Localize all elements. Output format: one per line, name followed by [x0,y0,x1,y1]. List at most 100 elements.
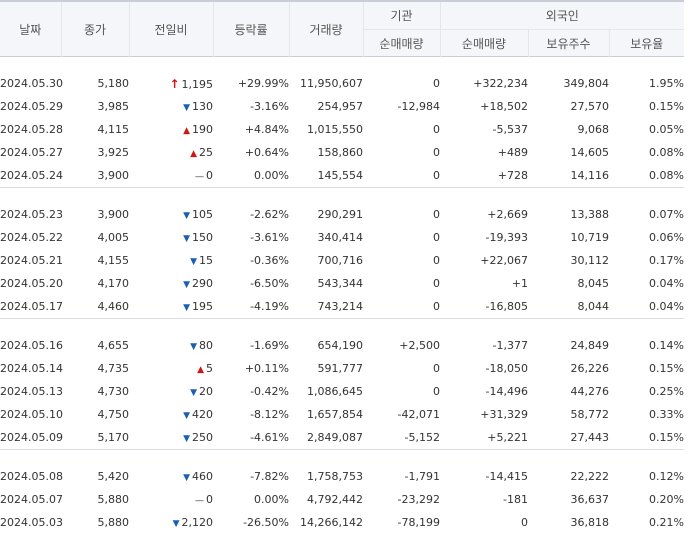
foreign-ratio-cell: 0.08% [649,169,684,182]
table-row: 2024.05.16 4,655 ▼ 80 -1.69% 654,190 +2,500 -1,… [0,334,684,357]
col-header-volume[interactable]: 거래량 [289,1,364,57]
inst-net-cell: -1,791 [404,470,440,483]
dash-icon: — [195,496,204,506]
triangle-down-icon: ▼ [183,103,190,113]
date-cell: 2024.05.03 [0,516,63,529]
foreign-net-cell: -16,805 [485,300,528,313]
foreign-ratio-cell: 0.20% [649,493,684,506]
date-cell: 2024.05.16 [0,339,63,352]
col-group-institution: 기관 [363,1,441,30]
table-row: 2024.05.29 3,985 ▼ 130 -3.16% 254,957 -12,984 +… [0,95,684,118]
table-row: 2024.05.09 5,170 ▼ 250 -4.61% 2,849,087 -5,152… [0,426,684,450]
foreign-holding-cell: 26,226 [570,362,610,375]
close-cell: 4,460 [97,300,130,313]
change-value: 105 [192,208,213,221]
table-row: 2024.05.23 3,900 ▼ 105 -2.62% 290,291 0 +2,669 1… [0,203,684,226]
volume-cell: 1,015,550 [307,123,363,136]
table-row: 2024.05.10 4,750 ▼ 420 -8.12% 1,657,854 -42,07… [0,403,684,426]
change-value: 290 [192,277,213,290]
table-row: 2024.05.14 4,735 ▲ 5 +0.11% 591,777 0 -18,050 26… [0,357,684,380]
foreign-net-cell: -14,415 [485,470,528,483]
inst-net-cell: 0 [433,123,440,136]
rate-cell: -6.50% [250,277,289,290]
foreign-ratio-cell: 0.04% [649,300,684,313]
volume-cell: 290,291 [317,208,364,221]
date-cell: 2024.05.10 [0,408,63,421]
volume-cell: 11,950,607 [300,77,363,90]
arrow-up-limit-icon: ↑ [169,76,180,91]
change-value: 2,120 [181,516,214,529]
col-header-change[interactable]: 전일비 [129,1,214,57]
table-row: 2024.05.08 5,420 ▼ 460 -7.82% 1,758,753 -1,791… [0,465,684,488]
rate-cell: -8.12% [250,408,289,421]
col-header-close[interactable]: 종가 [61,1,130,57]
change-value: 250 [192,431,213,444]
foreign-holding-cell: 30,112 [570,254,610,267]
col-header-inst-net[interactable]: 순매매량 [363,29,441,57]
col-header-foreign-net[interactable]: 순매매량 [440,29,529,57]
rate-cell: +0.11% [244,362,289,375]
triangle-down-icon: ▼ [190,388,197,398]
foreign-ratio-cell: 0.15% [649,362,684,375]
change-cell: ▼ 420 [129,403,213,426]
change-cell: ▲ 190 [129,118,213,141]
rate-cell: -3.16% [250,100,289,113]
rate-cell: -0.36% [250,254,289,267]
table-row: 2024.05.20 4,170 ▼ 290 -6.50% 543,344 0 +1 8,045… [0,272,684,295]
foreign-ratio-cell: 0.15% [649,431,684,444]
triangle-down-icon: ▼ [183,234,190,244]
change-cell: ▲ 5 [129,357,213,380]
foreign-ratio-cell: 0.21% [649,516,684,529]
foreign-holding-cell: 36,818 [570,516,610,529]
inst-net-cell: 0 [433,277,440,290]
foreign-net-cell: +489 [497,146,528,159]
col-header-foreign-holding[interactable]: 보유주수 [528,29,610,57]
close-cell: 4,005 [97,231,130,244]
date-cell: 2024.05.14 [0,362,63,375]
table-row: 2024.05.13 4,730 ▼ 20 -0.42% 1,086,645 0 -14,49… [0,380,684,403]
foreign-holding-cell: 24,849 [570,339,610,352]
foreign-net-cell: -5,537 [492,123,528,136]
col-header-foreign-ratio[interactable]: 보유율 [609,29,684,57]
rate-cell: 0.00% [254,493,289,506]
inst-net-cell: 0 [433,146,440,159]
inst-net-cell: 0 [433,231,440,244]
group-spacer [0,57,684,73]
foreign-net-cell: +728 [497,169,528,182]
change-value: 5 [206,362,213,375]
foreign-holding-cell: 27,570 [570,100,610,113]
foreign-net-cell: -1,377 [492,339,528,352]
rate-cell: 0.00% [254,169,289,182]
triangle-down-icon: ▼ [183,211,190,221]
change-value: 190 [192,123,213,136]
triangle-up-icon: ▲ [197,365,204,375]
dash-icon: — [195,172,204,182]
change-value: 25 [199,146,213,159]
foreign-ratio-cell: 0.08% [649,146,684,159]
col-header-rate[interactable]: 등락률 [213,1,290,57]
date-cell: 2024.05.30 [0,77,63,90]
foreign-ratio-cell: 0.14% [649,339,684,352]
change-cell: ▼ 130 [129,95,213,118]
change-value: 195 [192,300,213,313]
foreign-holding-cell: 14,116 [570,169,610,182]
change-cell: —0 [129,488,213,511]
change-cell: ▼ 2,120 [129,511,213,534]
table-row: 2024.05.03 5,880 ▼ 2,120 -26.50% 14,266,142 -7… [0,511,684,534]
date-cell: 2024.05.21 [0,254,63,267]
change-cell: ▼ 105 [129,203,213,226]
close-cell: 4,730 [97,385,130,398]
group-divider [0,318,684,319]
triangle-down-icon: ▼ [183,411,190,421]
rate-cell: -7.82% [250,470,289,483]
foreign-ratio-cell: 0.07% [649,208,684,221]
inst-net-cell: 0 [433,385,440,398]
foreign-holding-cell: 36,637 [570,493,610,506]
foreign-net-cell: -19,393 [485,231,528,244]
close-cell: 4,735 [97,362,130,375]
volume-cell: 1,758,753 [307,470,363,483]
col-header-date[interactable]: 날짜 [0,1,62,57]
inst-net-cell: -12,984 [397,100,440,113]
